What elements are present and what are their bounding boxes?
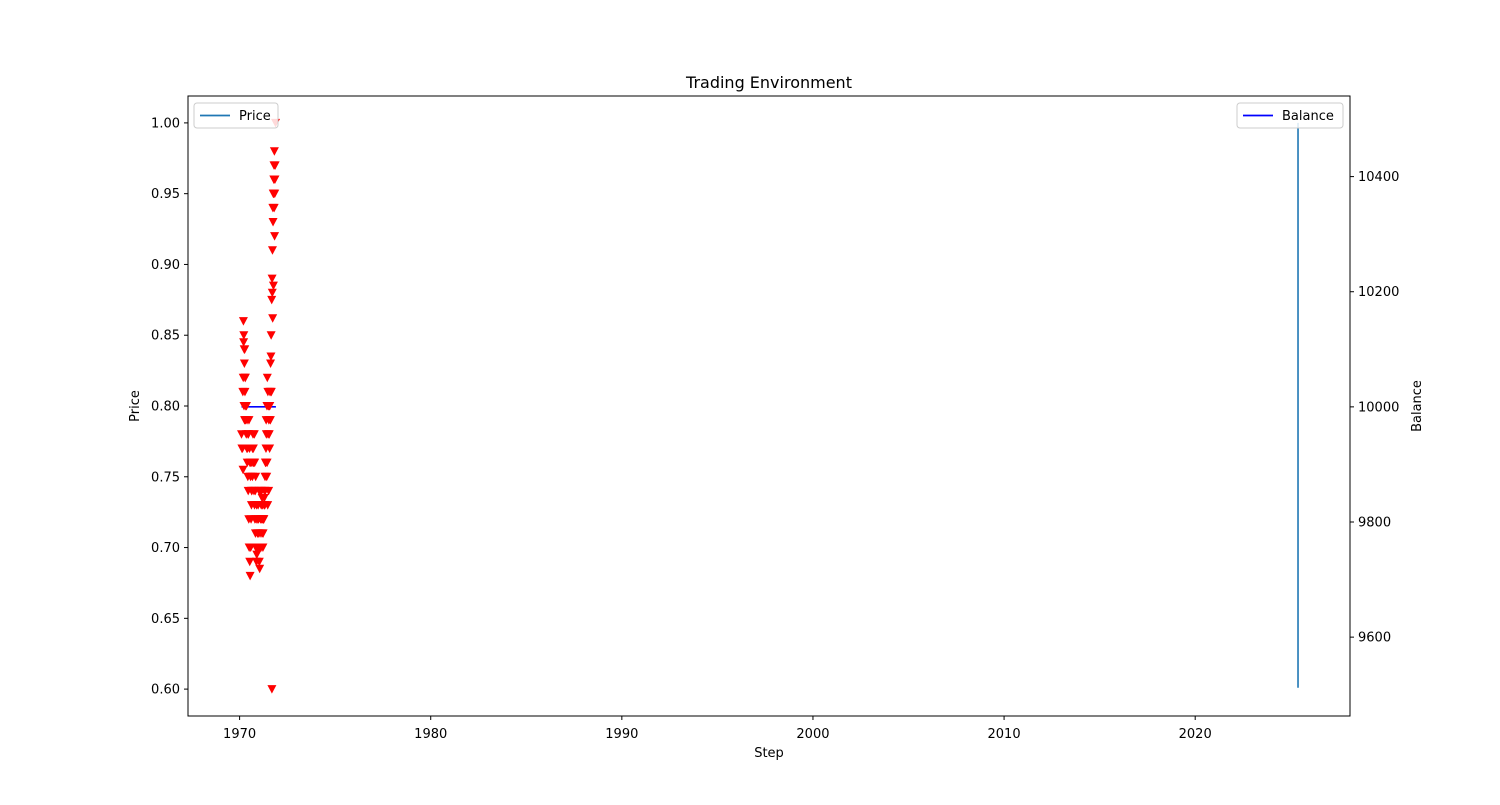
sell-marker [269,147,279,156]
sell-marker [257,501,267,510]
legend-price: Price [193,102,279,129]
sell-marker [266,359,276,369]
y-tick-label: 0.95 [151,187,180,202]
sell-marker [241,402,251,411]
y-tick-label: 0.65 [151,612,180,627]
legend-balance-label: Balance [1282,109,1334,124]
y2-tick-label: 10400 [1358,170,1399,185]
sell-marker [239,338,249,347]
sell-marker [266,352,276,361]
sell-marker [262,373,272,383]
sell-marker [239,331,249,340]
axes-frame [187,95,1351,717]
plot-area [237,118,1299,694]
x-tick-label: 2020 [1179,727,1212,742]
sell-marker [247,486,257,496]
sell-marker [269,203,279,213]
x-axis: 1970 1980 1990 2000 2010 2020 [223,716,1212,742]
sell-marker [252,501,262,510]
sell-marker [267,295,277,305]
sell-marker [266,331,276,340]
sell-marker [267,288,277,298]
sell-marker [249,430,259,439]
sell-marker [265,387,275,397]
sell-marker [263,430,273,439]
sell-marker [268,281,278,291]
sell-marker [258,515,268,524]
y-axis-left: 0.60 0.65 0.70 0.75 0.80 0.85 0.90 0.95 1.00 [151,116,188,698]
sell-marker [238,317,248,326]
sell-marker [260,486,270,496]
sell-marker [244,416,254,425]
sell-marker [270,161,280,170]
sell-marker [239,345,249,354]
sell-marker [253,529,263,538]
y-axis-label: Price [128,390,143,422]
y-tick-label: 0.85 [151,329,180,344]
x-tick-label: 1990 [605,727,638,742]
sell-marker [243,430,253,439]
sell-marker [270,232,280,241]
chart-title: Trading Environment [685,73,852,92]
y2-axis-label: Balance [1410,380,1425,432]
sell-marker [267,685,277,694]
sell-markers [237,118,281,694]
sell-marker [269,175,279,185]
sell-marker [240,387,250,397]
legend-price-label: Price [239,109,271,124]
sell-marker [265,444,275,453]
y-tick-label: 0.70 [151,541,180,556]
sell-marker [261,416,271,425]
sell-marker [262,472,272,482]
sell-marker [268,314,278,323]
y-axis-right: 9600 9800 10000 10200 10400 [1350,170,1399,646]
y-tick-label: 0.60 [151,683,180,698]
y-tick-label: 1.00 [151,116,180,131]
sell-marker [255,564,265,574]
x-tick-label: 2000 [796,727,829,742]
sell-marker [252,550,262,560]
sell-marker [267,274,277,284]
sell-marker [238,465,248,475]
sell-marker [259,494,269,503]
y2-tick-label: 9800 [1358,515,1391,530]
sell-marker [248,444,258,453]
y2-tick-label: 10000 [1358,400,1399,415]
sell-marker [262,458,272,468]
y-tick-label: 0.90 [151,258,180,273]
sell-marker [245,571,255,581]
sell-marker [251,472,261,482]
y2-tick-label: 9600 [1358,631,1391,646]
x-tick-label: 1970 [223,727,256,742]
sell-marker [268,217,278,227]
y-tick-label: 0.75 [151,470,180,485]
sell-marker [245,557,255,567]
sell-marker [250,458,260,468]
x-axis-label: Step [754,746,784,761]
sell-marker [239,359,249,369]
x-tick-label: 1980 [414,727,447,742]
sell-marker [267,246,277,255]
sell-marker [268,189,278,199]
legend-balance: Balance [1236,102,1344,129]
sell-marker [254,543,264,553]
y-tick-label: 0.80 [151,400,180,415]
y2-tick-label: 10200 [1358,285,1399,300]
x-tick-label: 2010 [988,727,1021,742]
sell-marker [264,402,274,411]
sell-marker [254,557,264,567]
sell-marker [240,373,250,383]
